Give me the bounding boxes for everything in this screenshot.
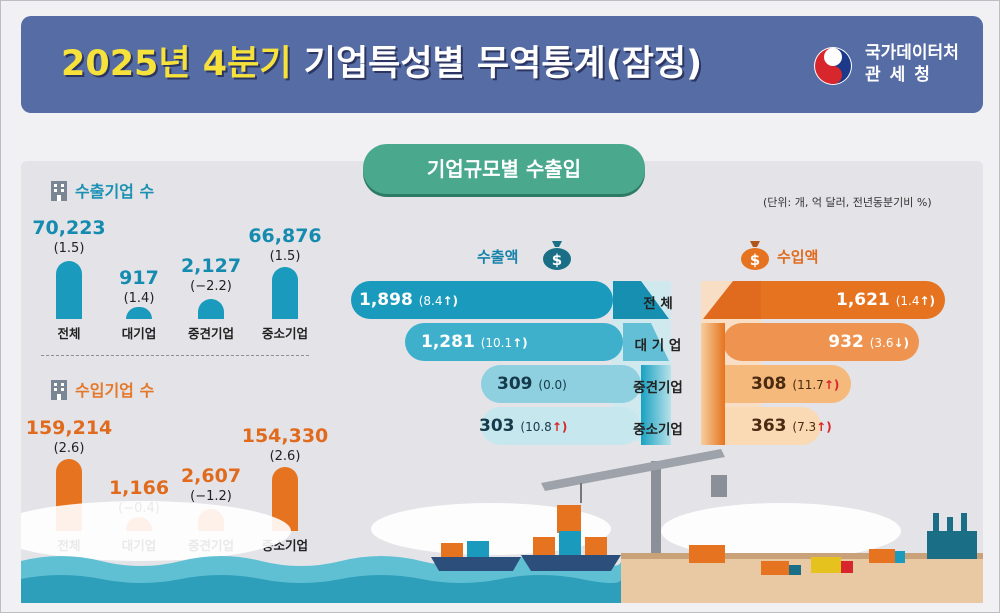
section-title: 기업규모별 수출입 bbox=[363, 144, 645, 194]
import-mid-bar bbox=[701, 365, 851, 403]
up-arrow-icon: ↑) bbox=[823, 378, 840, 392]
page-title: 2025년 4분기 기업특성별 무역통계(잠정) bbox=[61, 42, 801, 86]
building-icon bbox=[51, 380, 67, 400]
import-amount: 363 (7.3↑) bbox=[751, 409, 832, 443]
import-rate: (3.6 bbox=[869, 336, 894, 350]
import-value: 1,621 bbox=[835, 290, 896, 310]
count-rate: (1.4) bbox=[123, 291, 155, 306]
export-rate: (10.1 bbox=[480, 336, 513, 350]
count-rate: (1.5) bbox=[269, 249, 301, 264]
import-value: 932 bbox=[828, 332, 870, 352]
count-value: 154,330 bbox=[241, 425, 329, 447]
count-bar bbox=[126, 307, 152, 319]
import-rate: (7.3 bbox=[792, 420, 817, 434]
import-amount: 308 (11.7↑) bbox=[751, 367, 839, 401]
import-value: 308 bbox=[751, 374, 793, 394]
import-total-bar bbox=[733, 281, 945, 319]
export-amount-heading: 수출액 bbox=[477, 248, 519, 266]
count-bar bbox=[272, 267, 298, 319]
import-amount: 1,621 (1.4↑) bbox=[836, 283, 935, 317]
importer-count-heading-label: 수입기업 수 bbox=[75, 381, 155, 400]
agency-name: 국가데이터처 관세청 bbox=[865, 42, 975, 86]
port-scene-illustration bbox=[21, 449, 983, 603]
count-category: 중소기업 bbox=[261, 326, 308, 341]
count-bar bbox=[56, 261, 82, 319]
import-amount: 932 (3.6↓) bbox=[828, 325, 909, 359]
export-value: 303 bbox=[479, 416, 521, 436]
up-arrow-icon: ↑) bbox=[919, 294, 935, 308]
agency-line-2: 관세청 bbox=[865, 65, 939, 85]
export-value: 1,281 bbox=[421, 332, 481, 352]
svg-text:$: $ bbox=[750, 251, 760, 269]
money-bag-icon: $ bbox=[543, 241, 571, 270]
firm-size-label: 중견기업 bbox=[633, 380, 683, 396]
firm-size-label: 중소기업 bbox=[633, 422, 683, 438]
count-rate: (−2.2) bbox=[190, 279, 232, 294]
title-text: 기업특성별 무역통계(잠정) bbox=[291, 44, 703, 84]
import-amount-heading: 수입액 bbox=[777, 248, 819, 266]
count-category: 중견기업 bbox=[187, 326, 234, 341]
agency-line-1: 국가데이터처 bbox=[865, 43, 959, 63]
building-icon bbox=[51, 181, 67, 201]
export-amount: 309 (0.0) bbox=[497, 367, 567, 401]
unit-note: (단위: 개, 억 달러, 전년동분기비 %) bbox=[763, 196, 932, 209]
firm-size-label: 대 기 업 bbox=[634, 338, 682, 354]
count-value: 2,127 bbox=[180, 255, 242, 277]
count-value: 70,223 bbox=[32, 217, 106, 239]
export-total-bar bbox=[351, 281, 613, 319]
taegeuk-logo-icon bbox=[814, 47, 852, 85]
export-value: 309 bbox=[497, 374, 539, 394]
export-small-bar bbox=[481, 407, 641, 445]
export-mid-bar bbox=[481, 365, 641, 403]
firm-size-label: 전 체 bbox=[643, 296, 673, 312]
title-period: 2025년 4분기 bbox=[61, 44, 292, 84]
down-arrow-icon: ↓) bbox=[893, 336, 909, 350]
export-rate: (0.0) bbox=[538, 378, 567, 392]
export-large-bar bbox=[405, 323, 623, 361]
export-rate: (10.8 bbox=[520, 420, 552, 434]
count-bar bbox=[198, 299, 224, 319]
export-rate: (8.4 bbox=[418, 294, 443, 308]
section-divider bbox=[41, 355, 309, 356]
count-category: 대기업 bbox=[121, 326, 157, 341]
up-arrow-icon: ↑) bbox=[551, 420, 568, 434]
count-value: 1,166 bbox=[108, 477, 170, 499]
exporter-count-heading-label: 수출기업 수 bbox=[75, 182, 155, 201]
importer-count-heading: 수입기업 수 bbox=[49, 378, 154, 404]
count-category: 전체 bbox=[57, 326, 81, 341]
trade-funnel-graphic bbox=[351, 281, 945, 445]
svg-text:$: $ bbox=[552, 251, 562, 269]
count-rate: (1.5) bbox=[53, 241, 85, 256]
import-value: 363 bbox=[751, 416, 793, 436]
header-banner: 2025년 4분기 기업특성별 무역통계(잠정) 국가데이터처 관세청 bbox=[21, 16, 983, 113]
money-bag-icon: $ bbox=[741, 241, 769, 270]
count-rate: (−1.2) bbox=[190, 489, 232, 504]
export-amount: 1,281 (10.1↑) bbox=[421, 325, 528, 359]
import-rate: (11.7 bbox=[792, 378, 824, 392]
up-arrow-icon: ↑) bbox=[442, 294, 459, 308]
up-arrow-icon: ↑) bbox=[512, 336, 528, 350]
up-arrow-icon: ↑) bbox=[816, 420, 832, 434]
export-value: 1,898 bbox=[359, 290, 419, 310]
count-value: 159,214 bbox=[25, 417, 113, 439]
count-value: 917 bbox=[119, 267, 159, 289]
import-rate: (1.4 bbox=[895, 294, 920, 308]
export-amount: 303 (10.8↑) bbox=[479, 409, 567, 443]
count-rate: (2.6) bbox=[53, 441, 85, 456]
count-rate: (2.6) bbox=[269, 449, 301, 464]
export-amount: 1,898 (8.4↑) bbox=[359, 283, 458, 317]
exporter-count-heading: 수출기업 수 bbox=[49, 179, 154, 205]
import-small-bar bbox=[701, 407, 821, 445]
count-value: 66,876 bbox=[248, 225, 322, 247]
count-value: 2,607 bbox=[180, 465, 242, 487]
import-large-bar bbox=[723, 323, 919, 361]
